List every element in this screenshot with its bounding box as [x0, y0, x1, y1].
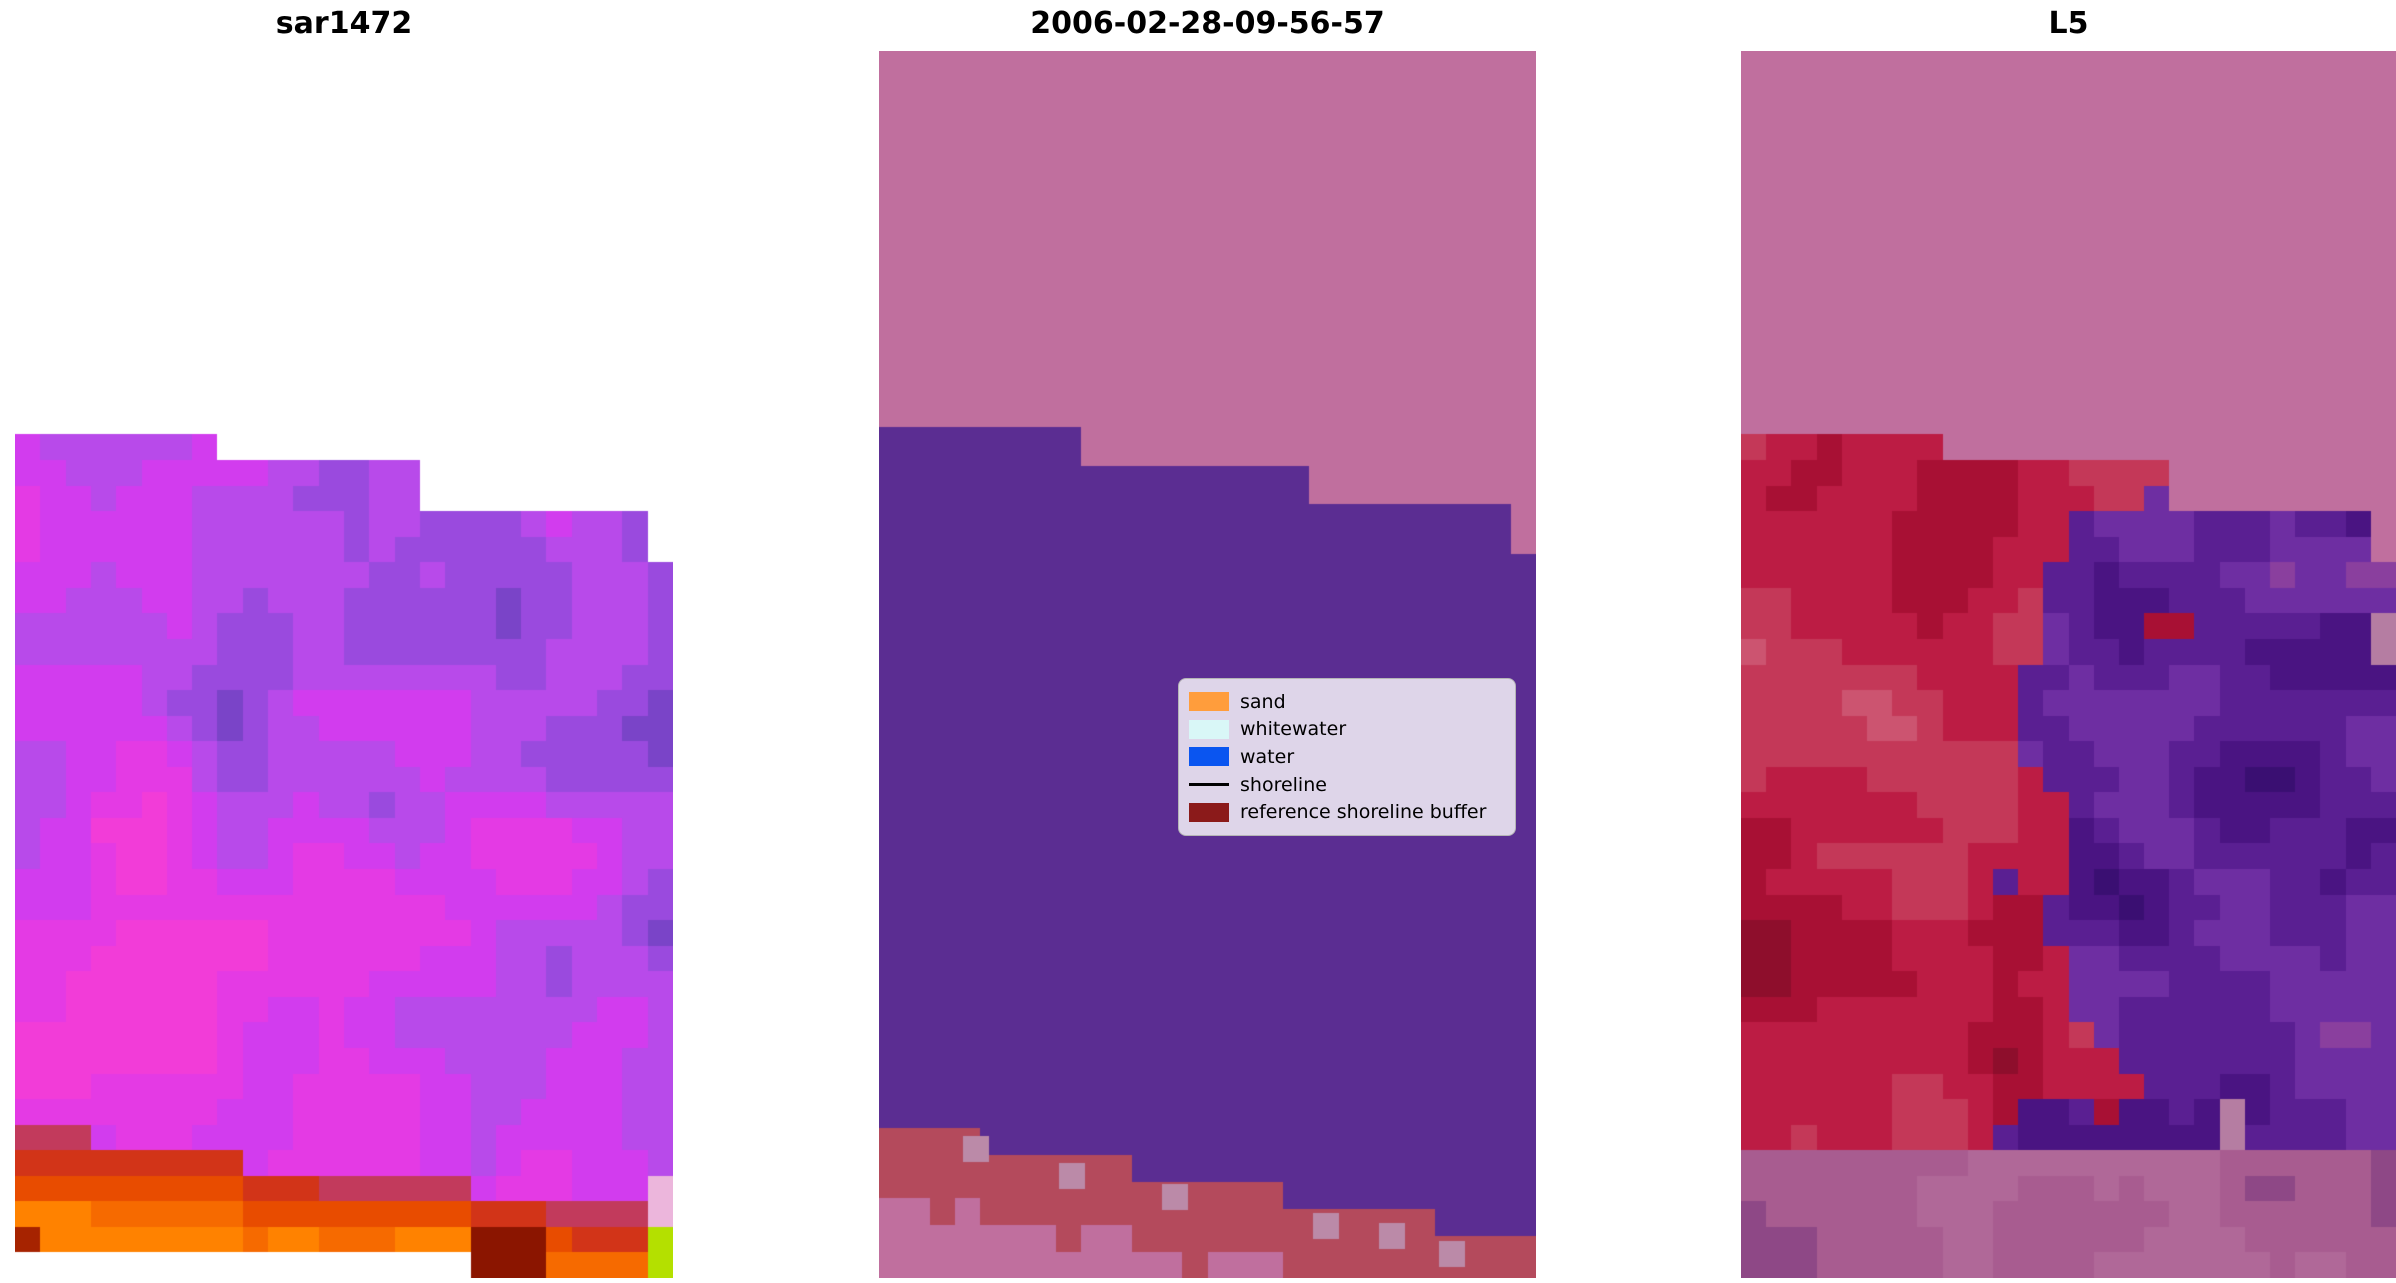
classification-map	[879, 51, 1536, 1278]
water-swatch	[1189, 747, 1229, 767]
sand-swatch	[1189, 692, 1229, 712]
legend-row-sand: sand	[1189, 691, 1505, 713]
panel-title-sar1472: sar1472	[275, 6, 413, 41]
legend-label-sand: sand	[1240, 690, 1286, 713]
whitewater-swatch	[1189, 719, 1229, 739]
legend-row-whitewater: whitewater	[1189, 718, 1505, 740]
shoreline-line-swatch	[1189, 783, 1229, 787]
legend-label-whitewater: whitewater	[1240, 718, 1347, 741]
legend: sand whitewater water shoreline referenc…	[1178, 678, 1516, 836]
reference-buffer-swatch	[1189, 802, 1229, 822]
legend-label-water: water	[1240, 745, 1295, 768]
legend-label-reference-buffer: reference shoreline buffer	[1240, 801, 1487, 824]
sar-image	[15, 51, 673, 1278]
legend-row-water: water	[1189, 746, 1505, 768]
panel-title-date: 2006-02-28-09-56-57	[1030, 6, 1385, 41]
legend-row-shoreline: shoreline	[1189, 774, 1505, 796]
panel-title-l5: L5	[2048, 6, 2089, 41]
l5-image	[1741, 51, 2396, 1278]
legend-row-reference-buffer: reference shoreline buffer	[1189, 801, 1505, 823]
legend-label-shoreline: shoreline	[1240, 773, 1327, 796]
